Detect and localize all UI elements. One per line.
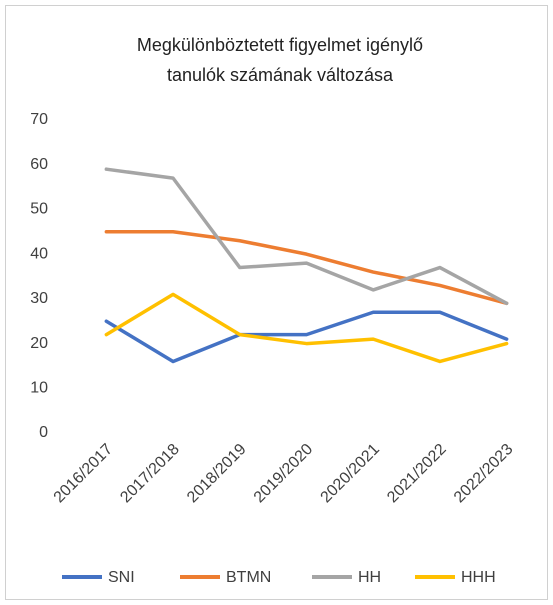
y-tick-label: 0: [39, 424, 48, 441]
legend-label: HHH: [461, 569, 496, 586]
y-tick-label: 70: [30, 111, 48, 128]
y-tick-label: 40: [30, 245, 48, 262]
line: [104, 230, 509, 306]
legend-label: SNI: [108, 569, 135, 586]
legend-label: BTMN: [226, 569, 271, 586]
chart-title: tanulók számának változása: [167, 65, 394, 85]
line: [104, 310, 509, 364]
y-tick-label: 60: [30, 156, 48, 173]
legend-label: HH: [358, 569, 381, 586]
line: [104, 167, 509, 306]
y-tick-label: 30: [30, 290, 48, 307]
y-tick-label: 50: [30, 201, 48, 218]
y-tick-label: 10: [30, 380, 48, 397]
chart-title: Megkülönböztetett figyelmet igénylő: [137, 35, 423, 55]
y-tick-label: 20: [30, 335, 48, 352]
chart-border: [5, 5, 548, 600]
line: [104, 292, 509, 364]
